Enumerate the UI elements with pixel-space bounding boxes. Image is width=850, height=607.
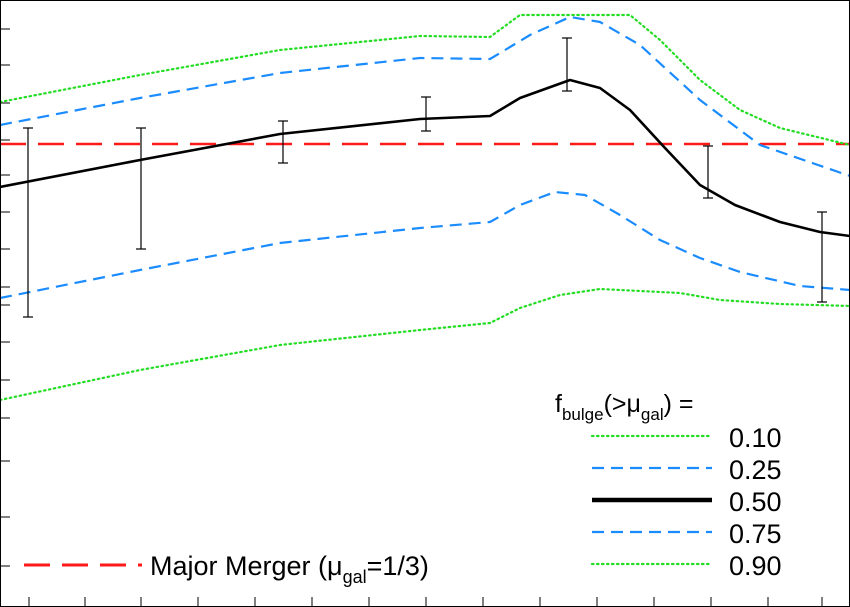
error-bar [421, 96, 431, 132]
reference-label-pre: Major Merger (μ [150, 551, 343, 581]
legend-title: fbulge(>μgal) = [555, 390, 693, 424]
legend-title-mid: (>μ [604, 390, 641, 418]
legend-label-0.75: 0.75 [729, 519, 782, 549]
legend-title-base: f [555, 390, 562, 418]
series-line-0.75 [0, 190, 850, 300]
error-bar [136, 127, 146, 250]
series-line-0.10 [0, 13, 850, 147]
reference-legend-label: Major Merger (μgal=1/3) [150, 551, 429, 587]
legend-title-sub: bulge [562, 405, 604, 424]
error-bar [703, 145, 713, 199]
series-line-0.50 [0, 78, 850, 238]
error-bar [817, 211, 827, 303]
legend: fbulge(>μgal) = 0.100.250.500.750.90 [555, 390, 782, 581]
series-line-0.90 [0, 287, 850, 402]
legend-entries: 0.100.250.500.750.90 [590, 423, 782, 581]
legend-label-0.10: 0.10 [729, 423, 782, 453]
reference-label-post: =1/3) [367, 551, 429, 581]
error-bar [278, 120, 288, 164]
legend-label-0.50: 0.50 [729, 487, 782, 517]
legend-label-0.25: 0.25 [729, 455, 782, 485]
error-bar [562, 37, 572, 92]
reference-legend: Major Merger (μgal=1/3) [24, 551, 429, 587]
legend-label-0.90: 0.90 [729, 551, 782, 581]
legend-title-sub2: gal [641, 405, 664, 424]
error-bar [23, 127, 33, 318]
series-group [0, 13, 850, 402]
axis-ticks [0, 28, 823, 607]
error-bars-group [23, 37, 827, 318]
legend-title-end: ) = [664, 390, 694, 418]
reference-label-sub: gal [343, 567, 367, 587]
